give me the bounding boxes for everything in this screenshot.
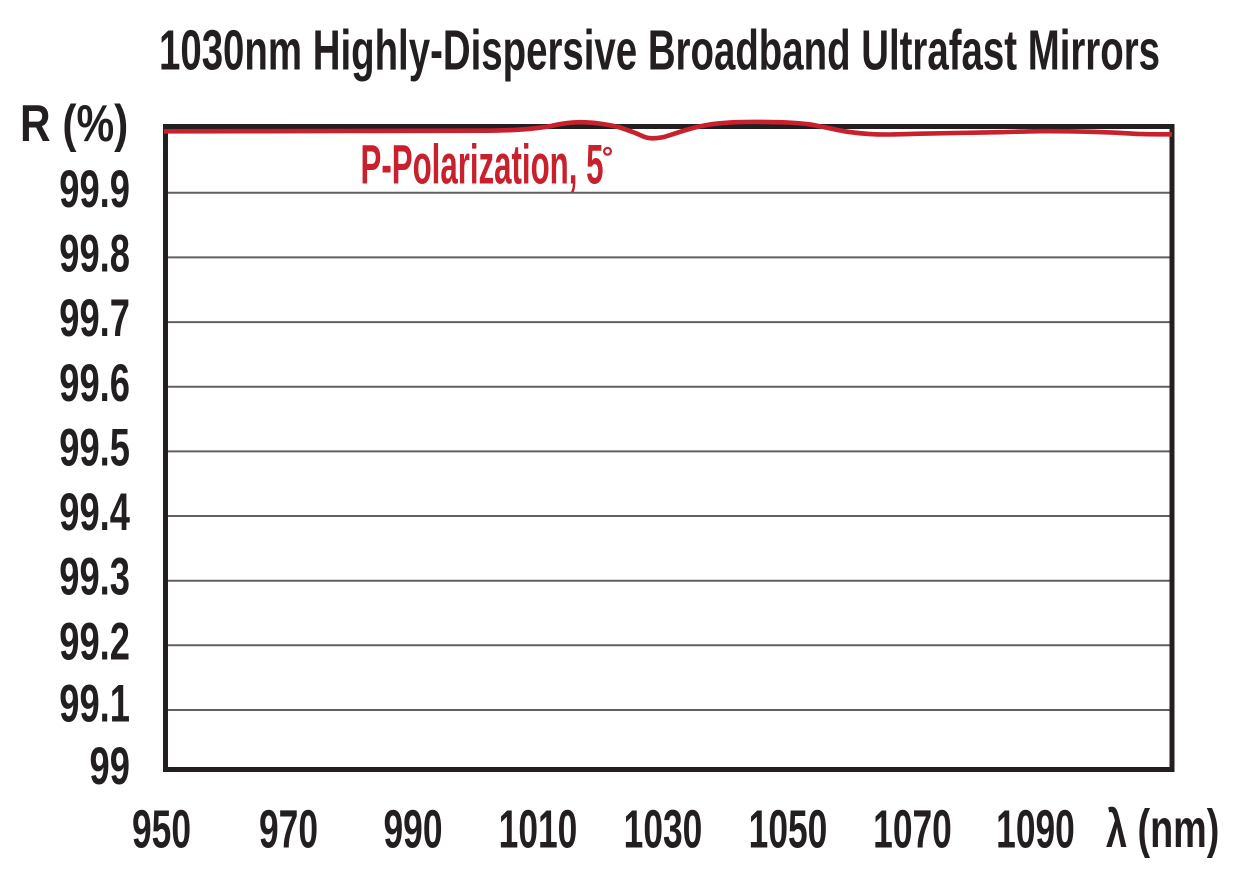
svg-text:λ (nm): λ (nm) [1106,798,1219,858]
svg-text:99.1: 99.1 [59,674,130,733]
svg-text:99.9: 99.9 [59,159,130,218]
svg-text:P-Polarization, 5: P-Polarization, 5 [361,133,604,196]
svg-text:99.4: 99.4 [59,482,130,541]
svg-text:1010: 1010 [499,799,578,859]
svg-text:R (%): R (%) [20,95,128,153]
svg-text:99: 99 [90,736,130,795]
svg-text:1090: 1090 [996,799,1075,859]
svg-text:99.3: 99.3 [59,547,130,606]
svg-text:99.2: 99.2 [59,612,130,671]
svg-text:1030: 1030 [624,799,703,859]
svg-text:99.5: 99.5 [59,418,130,477]
svg-text:99.7: 99.7 [59,288,130,347]
svg-text:1030nm Highly-Dispersive Broad: 1030nm Highly-Dispersive Broadband Ultra… [159,19,1160,82]
svg-text:970: 970 [259,799,318,859]
svg-text:99.6: 99.6 [59,353,130,412]
svg-text:99.8: 99.8 [59,224,130,283]
svg-text:1050: 1050 [749,799,828,859]
svg-text:1070: 1070 [873,799,952,859]
svg-text:950: 950 [132,799,191,859]
svg-text:990: 990 [384,799,443,859]
